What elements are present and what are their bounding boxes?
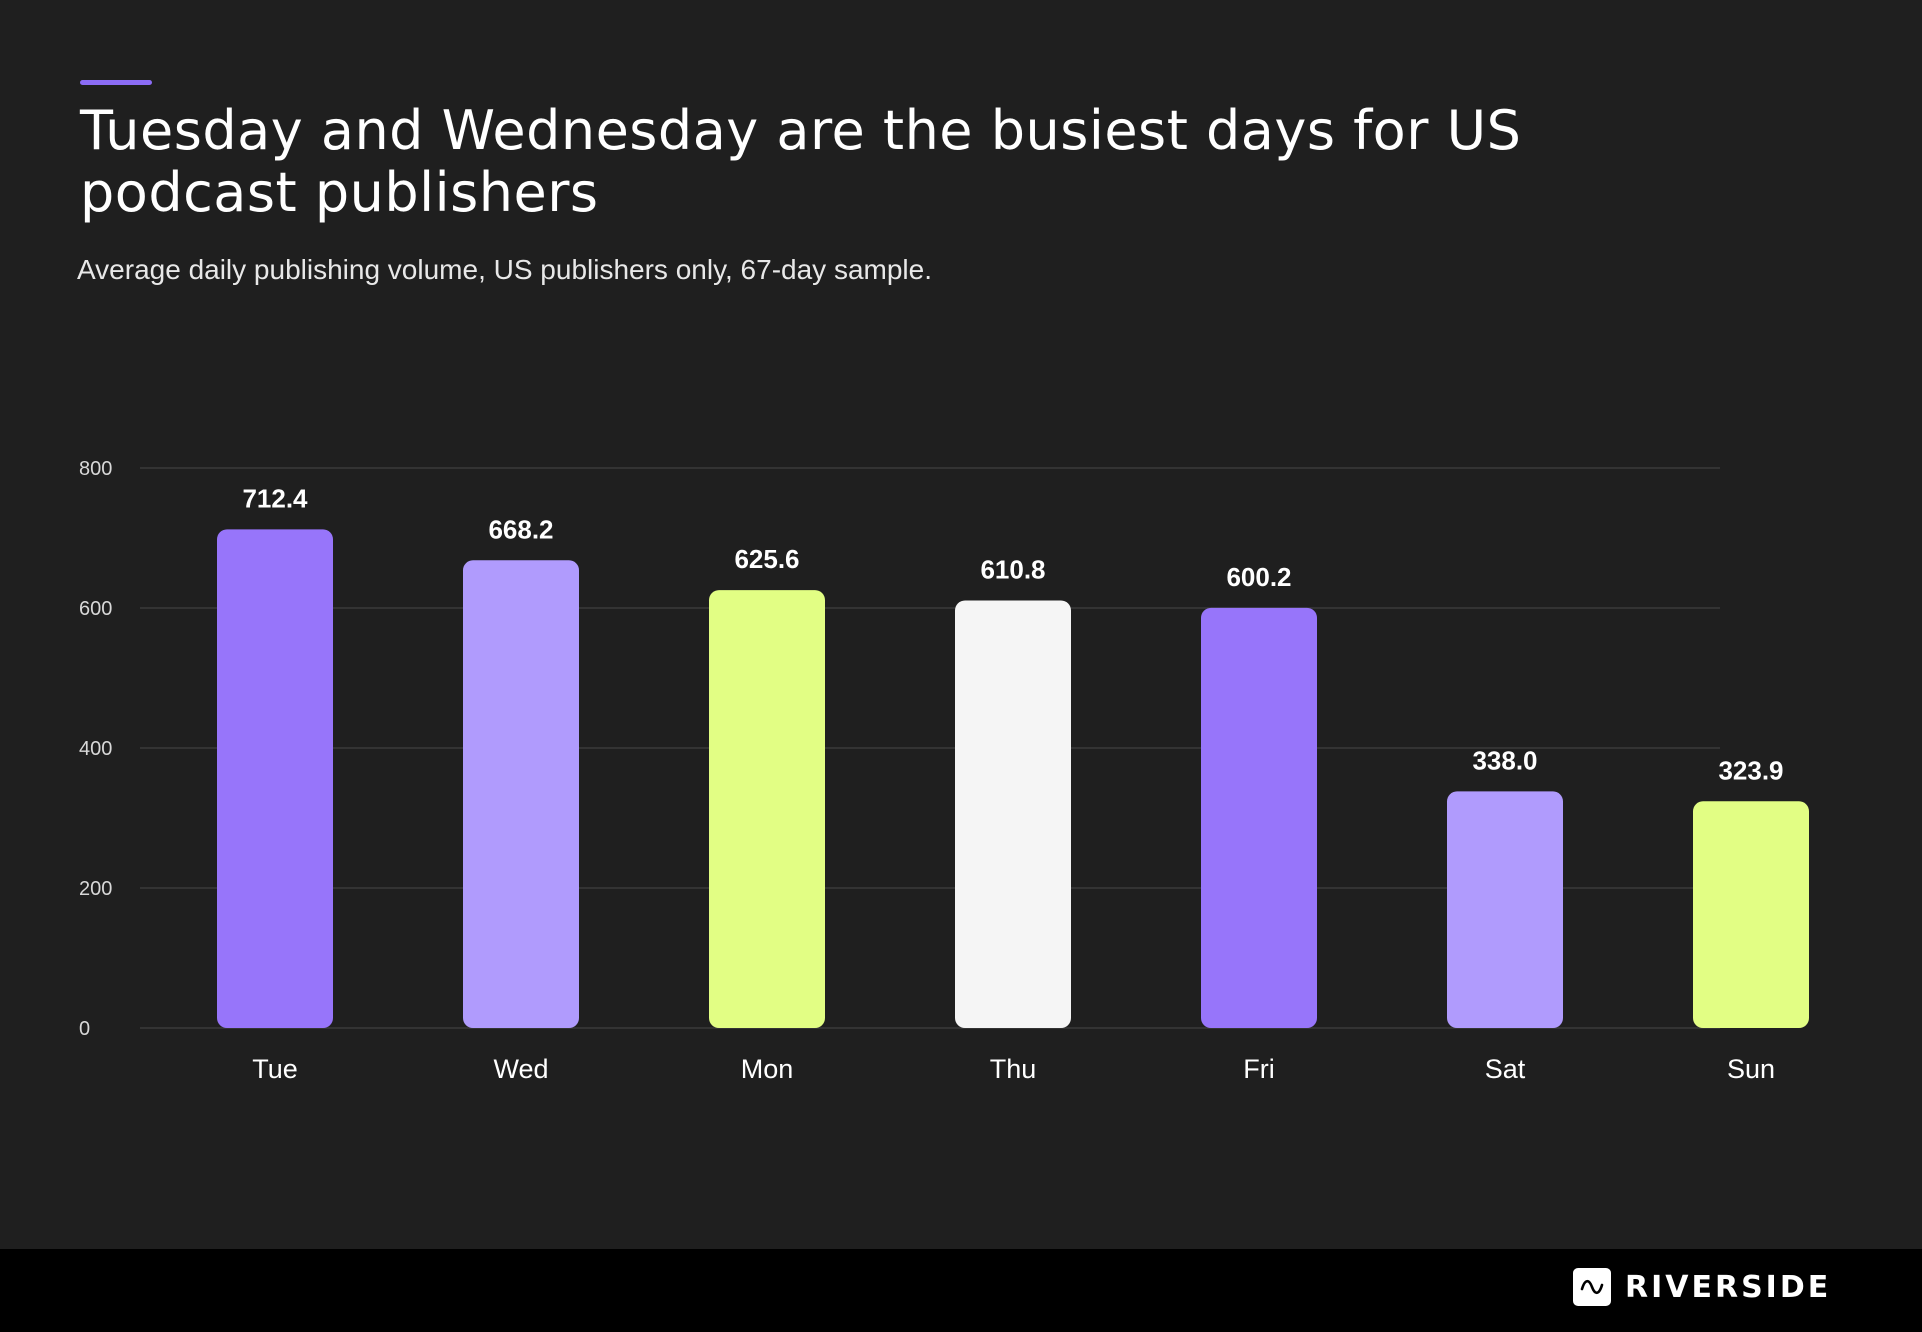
data-label: 712.4 (242, 483, 308, 513)
bar-mon (709, 590, 825, 1028)
y-tick-label: 400 (79, 738, 112, 760)
data-labels: 712.4 668.2 625.6 610.8 600.2 338.0 323.9 (242, 483, 1783, 785)
x-tick-label: Sun (1727, 1054, 1775, 1084)
chart-title: Tuesday and Wednesday are the busiest da… (80, 99, 1522, 224)
y-tick-label: 200 (79, 878, 112, 900)
chart-subtitle: Average daily publishing volume, US publ… (77, 254, 932, 285)
y-tick-label: 800 (79, 458, 112, 480)
y-tick-label: 600 (79, 598, 112, 620)
data-label: 338.0 (1472, 745, 1537, 775)
x-tick-label: Wed (493, 1054, 548, 1084)
x-tick-label: Tue (252, 1054, 298, 1084)
bar-fri (1201, 607, 1317, 1028)
data-label: 625.6 (734, 544, 799, 574)
data-label: 668.2 (488, 514, 553, 544)
bar-thu (955, 600, 1071, 1028)
bars (217, 529, 1809, 1028)
brand-name: RIVERSIDE (1625, 1269, 1832, 1305)
bar-sun (1693, 801, 1809, 1028)
bar-chart: 0 200 400 600 800 712.4 668.2 625.6 610.8 600.2 3… (79, 458, 1809, 1084)
bar-tue (217, 529, 333, 1028)
x-tick-label: Thu (990, 1054, 1037, 1084)
x-tick-label: Fri (1243, 1054, 1274, 1084)
y-tick-label: 0 (79, 1018, 90, 1040)
data-label: 610.8 (980, 554, 1045, 584)
data-label: 323.9 (1718, 755, 1783, 785)
title-accent-line (80, 80, 152, 85)
bar-wed (463, 560, 579, 1028)
brand-logo: RIVERSIDE (1573, 1268, 1831, 1306)
x-tick-label: Sat (1485, 1054, 1526, 1084)
x-axis-ticks: Tue Wed Mon Thu Fri Sat Sun (252, 1054, 1775, 1084)
y-axis-ticks: 0 200 400 600 800 (79, 458, 112, 1040)
bar-sat (1447, 791, 1563, 1028)
riverside-wave-icon (1573, 1268, 1611, 1306)
data-label: 600.2 (1226, 562, 1291, 592)
x-tick-label: Mon (741, 1054, 794, 1084)
footer-bar: RIVERSIDE (0, 1249, 1922, 1332)
